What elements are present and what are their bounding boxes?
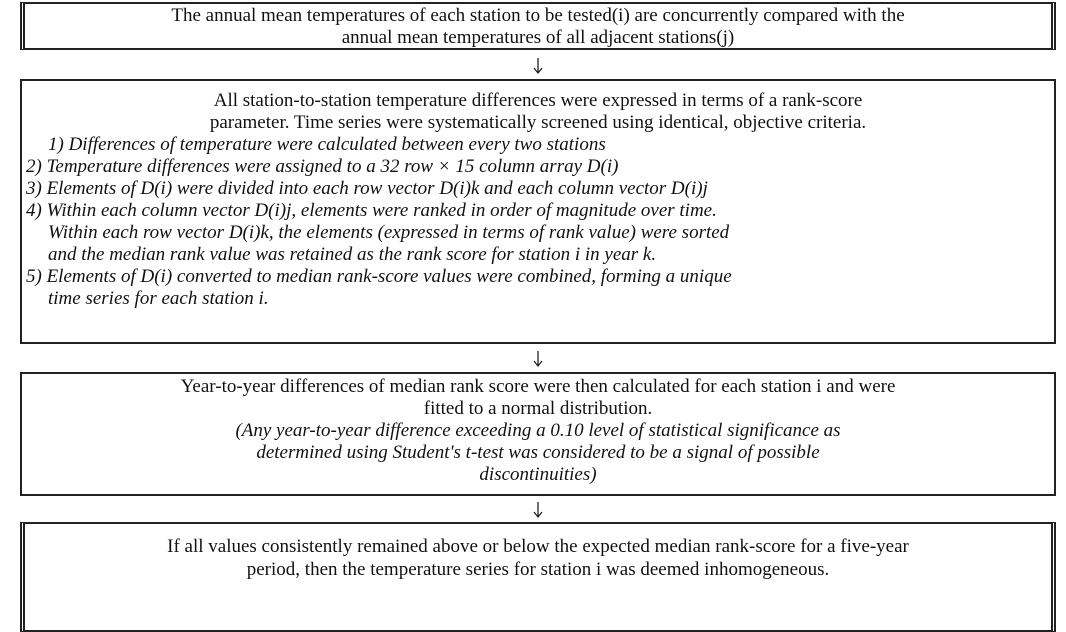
box-text: 1) Differences of temperature were calcu… [48, 134, 606, 155]
box-text: 5) Elements of D(i) converted to median … [26, 266, 732, 287]
box-text: annual mean temperatures of all adjacent… [341, 27, 735, 48]
box-text: 2) Temperature differences were assigned… [26, 156, 619, 177]
arrow [533, 58, 543, 75]
box-text: determined using Student's t-test was co… [256, 442, 820, 463]
box: All station-to-station temperature diffe… [20, 79, 1056, 344]
box: If all values consistently remained abov… [20, 522, 1056, 632]
box-text: (Any year-to-year difference exceeding a… [235, 420, 841, 441]
box-text: Within each row vector D(i)k, the elemen… [48, 222, 730, 243]
box-text: parameter. Time series were systematical… [209, 112, 867, 133]
box-text: fitted to a normal distribution. [423, 398, 653, 419]
arrow [533, 502, 543, 519]
box-text: If all values consistently remained abov… [167, 536, 909, 557]
box-text: period, then the temperature series for … [246, 559, 830, 580]
box-text: All station-to-station temperature diffe… [213, 90, 863, 111]
box: The annual mean temperatures of each sta… [20, 2, 1056, 50]
box-text: 3) Elements of D(i) were divided into ea… [26, 178, 708, 199]
box-text: Year-to-year differences of median rank … [180, 376, 896, 397]
box-text: The annual mean temperatures of each sta… [171, 5, 905, 26]
box-text: time series for each station i. [48, 288, 269, 309]
box: Year-to-year differences of median rank … [20, 372, 1056, 496]
box-text: and the median rank value was retained a… [48, 244, 657, 265]
arrow [533, 351, 543, 368]
box-text: 4) Within each column vector D(i)j, elem… [26, 200, 717, 221]
box-text: discontinuities) [479, 464, 597, 485]
